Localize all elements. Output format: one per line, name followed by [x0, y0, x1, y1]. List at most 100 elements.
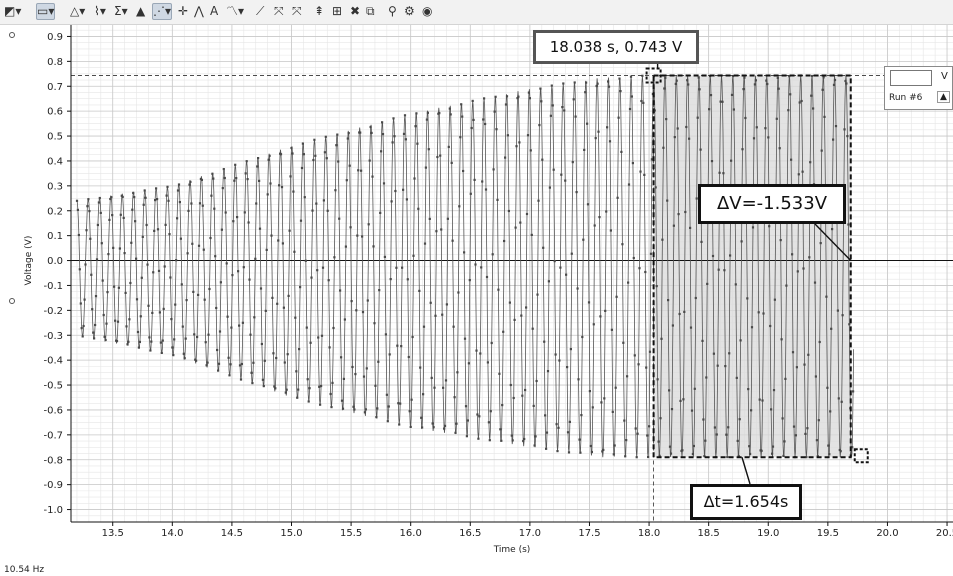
selection-corner-marker[interactable]: [645, 67, 662, 84]
data-point: [503, 239, 506, 243]
data-point: [274, 387, 277, 390]
annotation-icon[interactable]: A: [210, 4, 219, 18]
data-point: [579, 451, 582, 454]
data-point: [310, 276, 313, 279]
data-point: [634, 427, 637, 430]
data-point: [559, 266, 562, 269]
data-point: [658, 454, 661, 457]
data-point: [659, 417, 662, 420]
area-icon[interactable]: ▲: [136, 4, 146, 18]
data-point: [495, 128, 498, 131]
data-point: [438, 112, 441, 115]
data-point: [329, 392, 332, 396]
settings-icon[interactable]: ⚙: [404, 4, 415, 18]
run-selector[interactable]: Run #6: [889, 93, 923, 103]
x-tick-label: 20.0: [876, 528, 898, 539]
data-point: [201, 204, 204, 207]
data-point: [665, 118, 668, 121]
examine-icon[interactable]: ✛: [178, 4, 189, 18]
data-point: [674, 82, 677, 85]
data-point: [198, 202, 202, 205]
data-point: [287, 294, 290, 297]
data-point: [481, 180, 484, 183]
autoscale-icon[interactable]: ⊞: [332, 4, 343, 18]
data-point: [292, 190, 295, 193]
data-point: [609, 229, 612, 232]
selection-corner-marker[interactable]: [853, 448, 869, 464]
data-point: [607, 85, 611, 88]
data-point: [290, 146, 293, 150]
pin-icon[interactable]: ⚲: [388, 4, 397, 18]
data-point: [187, 209, 190, 212]
data-point: [426, 111, 429, 114]
y-tick-label: 0.6: [47, 107, 63, 118]
data-point: [135, 298, 139, 301]
data-point: [257, 157, 260, 160]
data-point: [773, 298, 776, 301]
delete-icon[interactable]: ✖: [350, 4, 361, 18]
data-point: [490, 341, 493, 345]
data-point: [334, 189, 337, 192]
data-point: [129, 281, 132, 285]
data-point: [569, 348, 572, 351]
statistics-icon[interactable]: ⌇▾: [94, 4, 106, 18]
data-series-line: [76, 75, 854, 458]
data-point: [453, 396, 456, 399]
data-point: [564, 179, 567, 182]
copy-icon[interactable]: ⧉: [366, 4, 375, 18]
data-point: [150, 340, 153, 343]
data-points: [75, 74, 855, 459]
data-point: [689, 226, 692, 229]
data-point: [123, 252, 126, 255]
tangent-icon[interactable]: ⋀: [194, 4, 204, 18]
data-point: [375, 416, 378, 419]
data-point: [407, 355, 410, 359]
data-point: [145, 223, 148, 227]
data-point: [666, 199, 669, 202]
data-point: [424, 166, 427, 169]
data-point: [833, 78, 837, 82]
data-point: [606, 126, 609, 129]
data-point: [435, 230, 438, 233]
data-point: [94, 323, 97, 327]
panel-resize-handle[interactable]: [9, 32, 15, 38]
data-point: [104, 338, 107, 342]
data-point: [829, 410, 832, 413]
eye-icon[interactable]: ◉: [422, 4, 433, 18]
data-point: [483, 97, 486, 100]
data-point: [689, 326, 693, 329]
data-point: [684, 210, 687, 214]
data-point: [333, 256, 336, 259]
select-region-icon[interactable]: ⋰▾: [152, 3, 173, 20]
data-point: [406, 278, 409, 281]
data-point: [247, 221, 250, 224]
run-up-arrow-icon[interactable]: ▲: [937, 91, 950, 103]
data-point: [355, 309, 358, 312]
data-point: [533, 444, 536, 447]
view-icon[interactable]: ▭▾: [36, 3, 56, 20]
data-point: [151, 311, 154, 314]
peak-icon[interactable]: ⤧: [292, 4, 302, 18]
data-point: [220, 228, 223, 231]
model-icon[interactable]: ⟋: [256, 4, 265, 18]
curve-fit-icon[interactable]: 〽▾: [226, 4, 245, 18]
data-point: [214, 255, 217, 258]
data-point: [468, 279, 471, 282]
data-point: [126, 343, 129, 346]
value-input[interactable]: [890, 70, 932, 86]
data-point: [227, 356, 230, 359]
data-point: [400, 345, 403, 348]
panel-resize-handle[interactable]: [9, 298, 15, 304]
data-point: [156, 198, 159, 201]
delta-icon[interactable]: ⤧: [274, 4, 284, 18]
graph-options-icon[interactable]: ◩▾: [4, 4, 22, 18]
data-point: [542, 246, 545, 249]
data-point: [784, 377, 787, 380]
zero-icon[interactable]: ⇞: [314, 4, 325, 18]
analyze-icon[interactable]: △▾: [70, 4, 86, 18]
data-point: [298, 348, 301, 351]
data-point: [497, 288, 500, 291]
data-point: [404, 138, 407, 141]
integral-icon[interactable]: Σ▾: [114, 4, 128, 18]
